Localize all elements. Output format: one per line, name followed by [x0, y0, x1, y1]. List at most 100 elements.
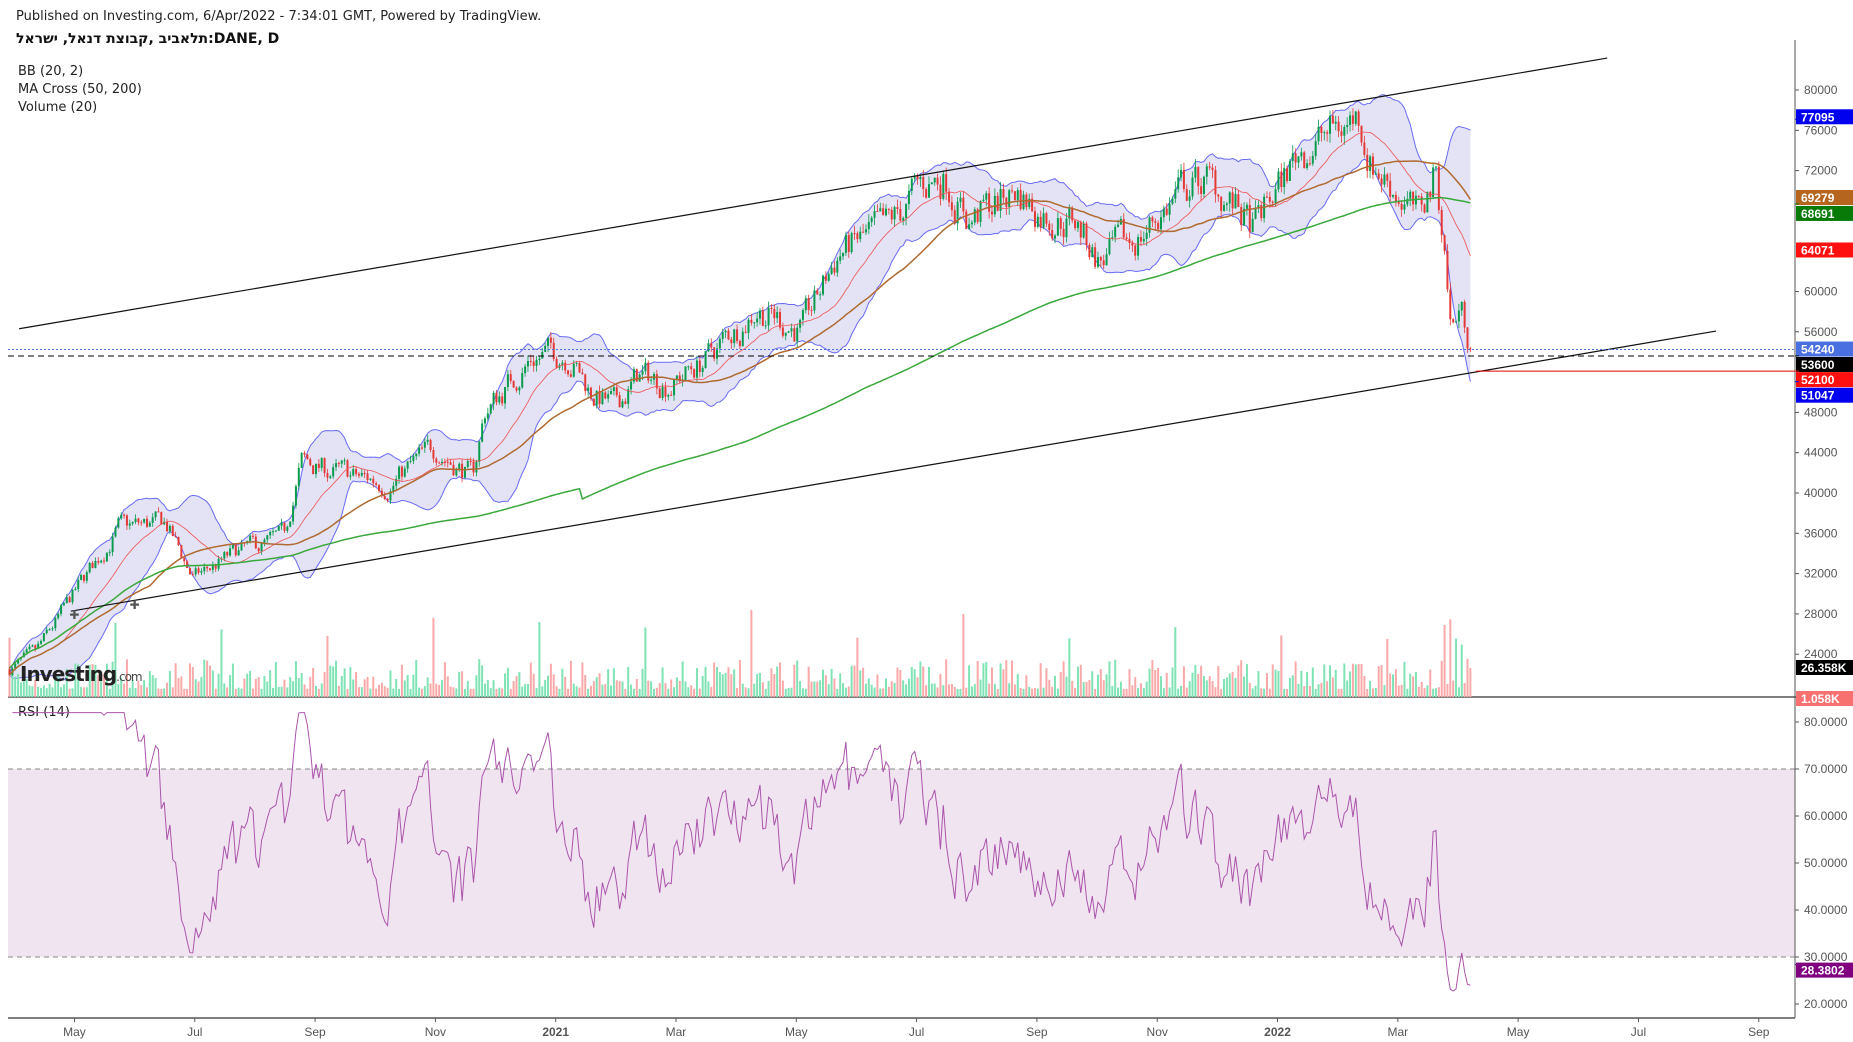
volume-bar	[504, 673, 507, 697]
candle-body	[194, 568, 197, 575]
volume-bar	[415, 660, 418, 697]
candle-body	[790, 328, 793, 332]
candle-body	[1142, 238, 1145, 242]
candle-body	[297, 467, 300, 487]
candle-body	[532, 361, 535, 366]
volume-bar	[280, 686, 283, 697]
volume-bar	[1068, 638, 1071, 697]
candle-body	[312, 465, 315, 475]
volume-bar	[151, 675, 154, 697]
volume-bar	[1148, 668, 1151, 697]
time-tick-label: Jul	[909, 1025, 924, 1039]
volume-bar	[632, 688, 635, 697]
candle-body	[833, 267, 836, 273]
volume-bar	[117, 684, 120, 697]
volume-bar	[675, 677, 678, 697]
volume-bar	[658, 683, 661, 697]
candle-body	[1171, 198, 1174, 204]
candle-body	[816, 290, 819, 295]
volume-bar	[887, 686, 890, 697]
volume-bar	[747, 688, 750, 697]
volume-bar	[1429, 669, 1432, 697]
volume-bar	[108, 688, 111, 697]
candle-body	[435, 458, 438, 463]
volume-bar	[214, 688, 217, 697]
candle-body	[587, 387, 590, 392]
bb-lower-line	[9, 158, 1471, 681]
volume-bar	[237, 687, 240, 697]
volume-bar	[423, 686, 426, 697]
candle-body	[1125, 237, 1128, 239]
volume-bar	[1357, 664, 1360, 697]
candle-body	[426, 439, 429, 442]
candle-body	[1257, 205, 1260, 208]
candle-body	[25, 649, 28, 653]
volume-bar	[438, 684, 441, 697]
candle-body	[535, 359, 538, 366]
candle-body	[581, 372, 584, 375]
volume-bar	[1371, 688, 1374, 697]
candle-body	[1337, 121, 1340, 132]
candle-body	[77, 580, 80, 589]
candle-body	[375, 483, 378, 485]
candle-body	[206, 566, 209, 569]
volume-bar	[260, 688, 263, 697]
candle-body	[512, 380, 515, 388]
candle-body	[111, 536, 114, 553]
volume-bar	[54, 676, 57, 697]
candle-body	[1237, 194, 1240, 208]
time-tick-label: May	[63, 1025, 86, 1039]
volume-bar	[856, 637, 859, 697]
legend-volume[interactable]: Volume (20)	[18, 100, 98, 115]
volume-bar	[1137, 688, 1140, 697]
volume-bar	[652, 688, 655, 697]
volume-bar	[959, 688, 962, 697]
candle-body	[37, 643, 40, 649]
candle-body	[827, 274, 830, 281]
legend-ma-cross[interactable]: MA Cross (50, 200)	[18, 82, 142, 97]
candle-body	[1383, 174, 1386, 185]
candle-body	[612, 387, 615, 392]
candle-body	[927, 184, 930, 198]
candle-body	[962, 197, 965, 212]
candle-body	[352, 469, 355, 476]
volume-bar	[234, 688, 237, 697]
legend-bb[interactable]: BB (20, 2)	[18, 64, 84, 79]
time-tick-label: Sep	[1748, 1025, 1770, 1039]
candle-body	[1108, 238, 1111, 255]
candle-body	[710, 343, 713, 348]
volume-bar	[489, 687, 492, 697]
volume-bar	[466, 680, 469, 697]
volume-bar	[1062, 661, 1065, 697]
rsi-tick-label: 60.0000	[1804, 809, 1848, 823]
volume-bar	[1320, 682, 1323, 697]
candle-body	[88, 562, 91, 573]
volume-bar	[1074, 687, 1077, 697]
volume-bar	[779, 662, 782, 697]
candle-body	[309, 459, 312, 466]
volume-bar	[716, 667, 719, 697]
candle-body	[357, 473, 360, 476]
volume-bar	[1185, 687, 1188, 697]
candle-body	[509, 374, 512, 381]
volume-bar	[1045, 668, 1048, 697]
candle-body	[693, 369, 696, 378]
candle-body	[1085, 223, 1088, 245]
candle-body	[1343, 127, 1346, 136]
volume-bar	[283, 679, 286, 697]
candle-body	[45, 629, 48, 634]
time-tick-label: Mar	[666, 1025, 687, 1039]
volume-bar	[125, 659, 128, 697]
candle-body	[409, 460, 412, 462]
candle-body	[1346, 124, 1349, 128]
volume-bar	[592, 681, 595, 697]
volume-bar	[380, 682, 383, 697]
candle-body	[996, 195, 999, 211]
volume-bar	[1291, 675, 1294, 697]
candle-body	[859, 231, 862, 240]
volume-bar	[1108, 661, 1111, 697]
volume-bar	[1051, 686, 1054, 697]
candle-body	[1397, 201, 1400, 204]
candle-body	[1245, 204, 1248, 209]
